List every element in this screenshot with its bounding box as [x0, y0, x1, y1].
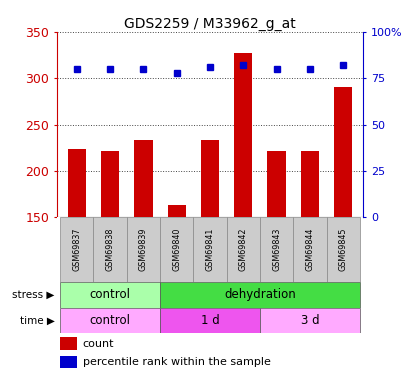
Bar	[60, 356, 76, 368]
Bar	[193, 217, 227, 282]
Text: GSM69837: GSM69837	[72, 228, 81, 271]
Text: GSM69845: GSM69845	[339, 228, 348, 271]
Bar	[293, 217, 327, 282]
Bar	[160, 217, 193, 282]
Text: GSM69838: GSM69838	[105, 228, 115, 271]
Text: time ▶: time ▶	[20, 315, 55, 326]
Text: control: control	[89, 288, 131, 301]
Bar	[101, 152, 119, 217]
Bar	[160, 282, 360, 308]
Text: GSM69841: GSM69841	[205, 228, 215, 271]
Bar	[134, 140, 152, 217]
Title: GDS2259 / M33962_g_at: GDS2259 / M33962_g_at	[124, 17, 296, 31]
Bar	[301, 150, 319, 217]
Bar	[327, 217, 360, 282]
Text: stress ▶: stress ▶	[12, 290, 55, 300]
Bar	[60, 308, 160, 333]
Text: count: count	[83, 339, 114, 349]
Text: GSM69839: GSM69839	[139, 228, 148, 271]
Bar	[127, 217, 160, 282]
Bar	[268, 152, 286, 217]
Bar	[160, 308, 260, 333]
Bar	[60, 282, 160, 308]
Bar	[260, 308, 360, 333]
Text: dehydration: dehydration	[224, 288, 296, 301]
Bar	[234, 53, 252, 217]
Bar	[227, 217, 260, 282]
Bar	[168, 205, 186, 217]
Bar	[260, 217, 293, 282]
Text: GSM69843: GSM69843	[272, 228, 281, 271]
Bar	[60, 217, 93, 282]
Text: percentile rank within the sample: percentile rank within the sample	[83, 357, 270, 367]
Text: 1 d: 1 d	[201, 314, 219, 327]
Bar	[334, 87, 352, 217]
Text: GSM69842: GSM69842	[239, 228, 248, 271]
Text: 3 d: 3 d	[301, 314, 319, 327]
Bar	[60, 337, 76, 350]
Text: GSM69840: GSM69840	[172, 228, 181, 271]
Bar	[201, 140, 219, 217]
Bar	[93, 217, 127, 282]
Bar	[68, 148, 86, 217]
Text: GSM69844: GSM69844	[305, 228, 315, 271]
Text: control: control	[89, 314, 131, 327]
